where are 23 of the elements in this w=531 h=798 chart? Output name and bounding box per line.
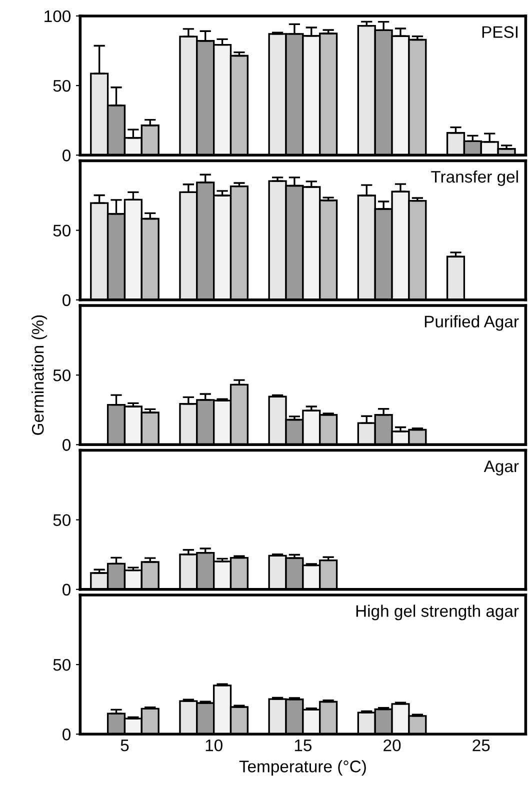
y-tick-label: 50 bbox=[53, 514, 71, 526]
x-tick-label: 10 bbox=[206, 739, 222, 752]
y-tick-label: 0 bbox=[62, 439, 70, 451]
text: Transfer gel bbox=[431, 170, 518, 186]
y-tick-label: 0 bbox=[62, 150, 70, 162]
chart-title: PESI bbox=[482, 26, 518, 38]
x-tick-label: 5 bbox=[120, 740, 129, 752]
y-axis-title: Germination (%) bbox=[32, 315, 48, 435]
x-axis-title: Temperature (°C) bbox=[239, 760, 366, 776]
x-tick-label: 15 bbox=[294, 740, 312, 752]
y-tick-label: 0 bbox=[62, 294, 70, 306]
y-tick-label: 50 bbox=[53, 224, 71, 237]
text: Purified Agar bbox=[424, 315, 519, 331]
y-tick-label: 0 bbox=[62, 584, 70, 596]
y-tick-label: 50 bbox=[53, 80, 71, 92]
y-tick-label: 50 bbox=[53, 658, 71, 671]
x-tick-label: 25 bbox=[472, 739, 490, 752]
y-tick-label: 0 bbox=[62, 728, 70, 740]
x-tick-label: 20 bbox=[384, 739, 401, 752]
text: Agar bbox=[484, 460, 519, 476]
y-tick-label: 50 bbox=[53, 369, 71, 382]
text: High gel strength agar bbox=[356, 604, 519, 620]
y-tick-label: 100 bbox=[44, 10, 71, 22]
